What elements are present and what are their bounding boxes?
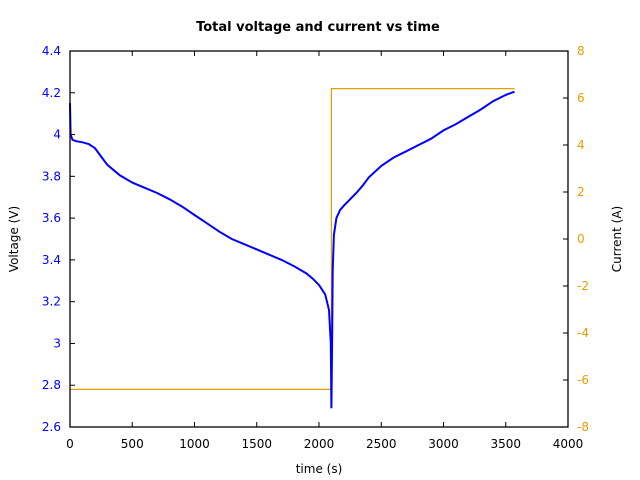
x-tick-label: 500 bbox=[121, 437, 144, 451]
y-tick-label: 4.4 bbox=[42, 44, 61, 58]
y2-tick-label: 0 bbox=[577, 232, 585, 246]
x-tick-label: 2500 bbox=[366, 437, 397, 451]
y2-tick-label: 6 bbox=[577, 91, 585, 105]
plot-series bbox=[69, 87, 515, 409]
y-tick-label: 2.8 bbox=[42, 378, 61, 392]
y2-axis-label: Current (A) bbox=[610, 206, 624, 272]
y-tick-label: 3.6 bbox=[42, 211, 61, 225]
y2-tick-label: 2 bbox=[577, 185, 585, 199]
y-tick-label: 4.2 bbox=[42, 86, 61, 100]
y2-tick-label: -4 bbox=[577, 326, 589, 340]
plot-frame bbox=[69, 50, 569, 428]
current-line bbox=[70, 87, 515, 390]
y2-tick-label: -2 bbox=[577, 279, 589, 293]
x-tick-label: 1000 bbox=[179, 437, 210, 451]
x-tick-label: 4000 bbox=[553, 437, 584, 451]
y2-tick-label: -6 bbox=[577, 373, 589, 387]
x-tick-label: 1500 bbox=[241, 437, 272, 451]
x-tick-label: 2000 bbox=[304, 437, 335, 451]
y-tick-label: 3.2 bbox=[42, 295, 61, 309]
x-axis: 0 500 1000 1500 2000 2500 3000 3500 4000 bbox=[66, 51, 583, 451]
y-axis-right: -8 -6 -4 -2 0 2 4 6 8 bbox=[563, 44, 589, 434]
y-tick-label: 3.4 bbox=[42, 253, 61, 267]
x-tick-label: 3500 bbox=[490, 437, 521, 451]
y2-tick-label: 4 bbox=[577, 138, 585, 152]
y-tick-label: 4 bbox=[53, 128, 61, 142]
y-tick-label: 3 bbox=[53, 336, 61, 350]
y2-tick-label: 8 bbox=[577, 44, 585, 58]
x-axis-label: time (s) bbox=[296, 462, 343, 476]
y-tick-label: 3.8 bbox=[42, 169, 61, 183]
x-tick-label: 0 bbox=[66, 437, 74, 451]
chart-title: Total voltage and current vs time bbox=[196, 20, 440, 35]
x-tick-label: 3000 bbox=[428, 437, 459, 451]
y-axis-label: Voltage (V) bbox=[7, 206, 21, 272]
y2-tick-label: -8 bbox=[577, 420, 589, 434]
voltage-line bbox=[69, 90, 515, 409]
y-tick-label: 2.6 bbox=[42, 420, 61, 434]
y-axis-left: 2.6 2.8 3 3.2 3.4 3.6 3.8 4 4.2 4.4 bbox=[42, 44, 75, 434]
